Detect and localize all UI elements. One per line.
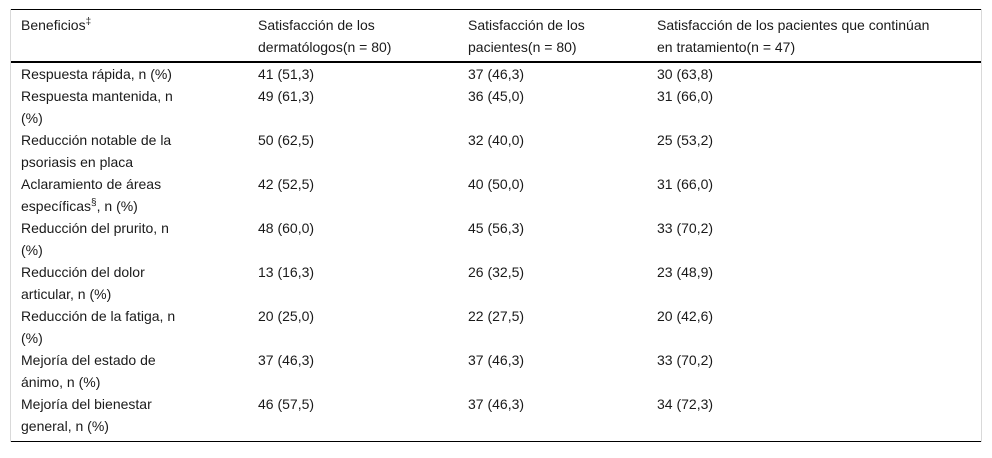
cell-value: 20 (42,6): [657, 308, 714, 324]
cell-value: 30 (63,8): [657, 66, 714, 82]
cell-value: 36 (45,0): [468, 88, 525, 104]
cell-value: 37 (46,3): [468, 66, 525, 82]
table-body: Respuesta rápida, n (%) 41 (51,3) 37 (46,3…: [11, 62, 981, 442]
cell-value: 37 (46,3): [258, 352, 315, 368]
cell-value: 46 (57,5): [258, 393, 468, 442]
table-header: Beneficios‡ Satisfacción de los dermatólog…: [11, 9, 981, 63]
table-row: Reducción del dolor articular, n (%) 13 (1…: [11, 261, 981, 305]
row-label: Reducción del prurito, n (%): [21, 220, 169, 258]
row-label: Mejoría del estado de ánimo, n (%): [21, 352, 156, 390]
column-header: Beneficios‡: [11, 9, 258, 63]
table-container: Beneficios‡ Satisfacción de los dermatólog…: [10, 9, 982, 442]
table-row: Mejoría del estado de ánimo, n (%) 37 (46,…: [11, 349, 981, 393]
cell-value: 32 (40,0): [468, 132, 525, 148]
column-header: Satisfacción de los dermatólogos(n = 80): [258, 9, 468, 63]
row-label: Respuesta rápida, n (%): [21, 66, 172, 82]
column-header: Satisfacción de los pacientes que contin…: [657, 9, 981, 63]
cell-value: 20 (25,0): [258, 308, 315, 324]
cell-value: 37 (46,3): [468, 352, 525, 368]
table-row: Reducción notable de la psoriasis en plac…: [11, 129, 981, 173]
cell-value: 37 (46,3): [468, 393, 657, 442]
table-row: Reducción del prurito, n (%) 48 (60,0) 45 (…: [11, 217, 981, 261]
row-label: Reducción del dolor articular, n (%): [21, 264, 145, 302]
cell-value: 22 (27,5): [468, 308, 525, 324]
row-label: Respuesta mantenida, n (%): [21, 88, 173, 126]
cell-value: 48 (60,0): [258, 220, 315, 236]
row-label: Mejoría del bienestar general, n (%): [11, 393, 258, 442]
row-label: Reducción notable de la psoriasis en plac…: [21, 132, 172, 170]
row-label: Reducción de la fatiga, n (%): [21, 308, 176, 346]
footnote-marker: ‡: [85, 16, 92, 28]
cell-value: 50 (62,5): [258, 132, 315, 148]
cell-value: 45 (56,3): [468, 220, 525, 236]
satisfaction-benefits-table: Beneficios‡ Satisfacción de los dermatólog…: [11, 9, 981, 442]
cell-value: 34 (72,3): [657, 393, 981, 442]
header-row: Beneficios‡ Satisfacción de los dermatólog…: [11, 9, 981, 63]
table-row: Respuesta rápida, n (%) 41 (51,3) 37 (46,3…: [11, 62, 981, 85]
cell-value: 31 (66,0): [657, 176, 714, 192]
cell-value: 41 (51,3): [258, 66, 315, 82]
footnote-marker: §: [91, 197, 97, 209]
column-header: Satisfacción de los pacientes(n = 80): [468, 9, 657, 63]
cell-value: 25 (53,2): [657, 132, 714, 148]
cell-value: 42 (52,5): [258, 176, 315, 192]
cell-value: 26 (32,5): [468, 264, 525, 280]
cell-value: 33 (70,2): [657, 352, 714, 368]
table-row: Reducción de la fatiga, n (%) 20 (25,0) 22 …: [11, 305, 981, 349]
table-row: Mejoría del bienestar general, n (%) 46 (5…: [11, 393, 981, 442]
table-row: Aclaramiento de áreas específicas§, n (%)…: [11, 173, 981, 217]
cell-value: 33 (70,2): [657, 220, 714, 236]
row-label: Aclaramiento de áreas específicas§, n (%): [21, 176, 162, 214]
table-row: Respuesta mantenida, n (%) 49 (61,3) 36 (45…: [11, 85, 981, 129]
cell-value: 23 (48,9): [657, 264, 714, 280]
cell-value: 31 (66,0): [657, 88, 714, 104]
cell-value: 49 (61,3): [258, 88, 315, 104]
cell-value: 40 (50,0): [468, 176, 525, 192]
cell-value: 13 (16,3): [258, 264, 315, 280]
